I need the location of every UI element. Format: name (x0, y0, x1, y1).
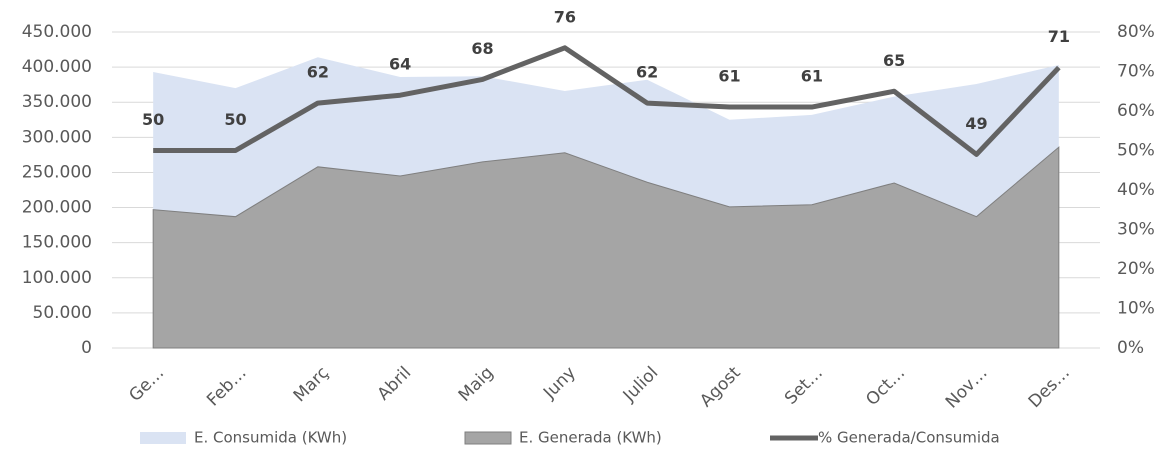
y2-tick-label: 80% (1117, 22, 1155, 42)
y2-tick-label: 30% (1117, 220, 1155, 240)
y-tick-label: 200.000 (22, 198, 92, 218)
y-tick-label: 50.000 (33, 303, 92, 323)
y2-tick-label: 0% (1117, 338, 1144, 358)
data-label: 61 (718, 67, 740, 86)
x-tick-label: Agost (696, 363, 745, 412)
x-tick-label: Des… (1025, 363, 1074, 412)
x-tick-label: Ge… (125, 363, 168, 406)
area (152, 146, 1060, 349)
ratio-line (153, 45, 1061, 157)
x-tick-label: Oct… (862, 363, 909, 410)
y2-tick-label: 70% (1117, 62, 1155, 82)
legend-label: E. Consumida (KWh) (194, 429, 347, 447)
x-tick-label: Feb… (203, 363, 250, 410)
data-label: 65 (883, 51, 905, 70)
data-label: 71 (1048, 27, 1070, 46)
y-tick-label: 0 (81, 338, 92, 358)
x-tick-label: Juliol (619, 363, 662, 406)
data-label: 62 (307, 63, 329, 82)
legend-label: % Generada/Consumida (818, 429, 1000, 447)
y2-tick-label: 50% (1117, 141, 1155, 161)
data-label: 49 (965, 114, 987, 133)
data-label: 50 (224, 110, 246, 129)
y-tick-label: 250.000 (22, 162, 92, 182)
data-label: 61 (801, 67, 823, 86)
legend-swatch (464, 431, 512, 445)
x-tick-label: Abril (374, 363, 416, 405)
y2-tick-label: 10% (1117, 299, 1155, 319)
data-label: 76 (554, 7, 576, 26)
x-tick-label: Maig (455, 363, 498, 406)
y2-tick-label: 20% (1117, 259, 1155, 279)
data-label: 68 (471, 39, 493, 58)
data-label: 50 (142, 110, 164, 129)
legend-swatch (140, 432, 186, 444)
x-tick-label: Nov… (942, 363, 992, 413)
x-tick-label: Juny (539, 363, 580, 404)
y-tick-label: 150.000 (22, 233, 92, 253)
legend-label: E. Generada (KWh) (519, 429, 662, 447)
x-tick-label: Març (290, 363, 333, 406)
y-tick-label: 450.000 (22, 22, 92, 42)
y2-tick-label: 40% (1117, 180, 1155, 200)
y-tick-label: 300.000 (22, 127, 92, 147)
y-tick-label: 350.000 (22, 92, 92, 112)
data-label: 64 (389, 55, 411, 74)
x-tick-label: Set… (781, 363, 827, 409)
y2-tick-label: 60% (1117, 101, 1155, 121)
y-tick-label: 400.000 (22, 57, 92, 77)
data-label: 62 (636, 63, 658, 82)
y-tick-label: 100.000 (22, 268, 92, 288)
